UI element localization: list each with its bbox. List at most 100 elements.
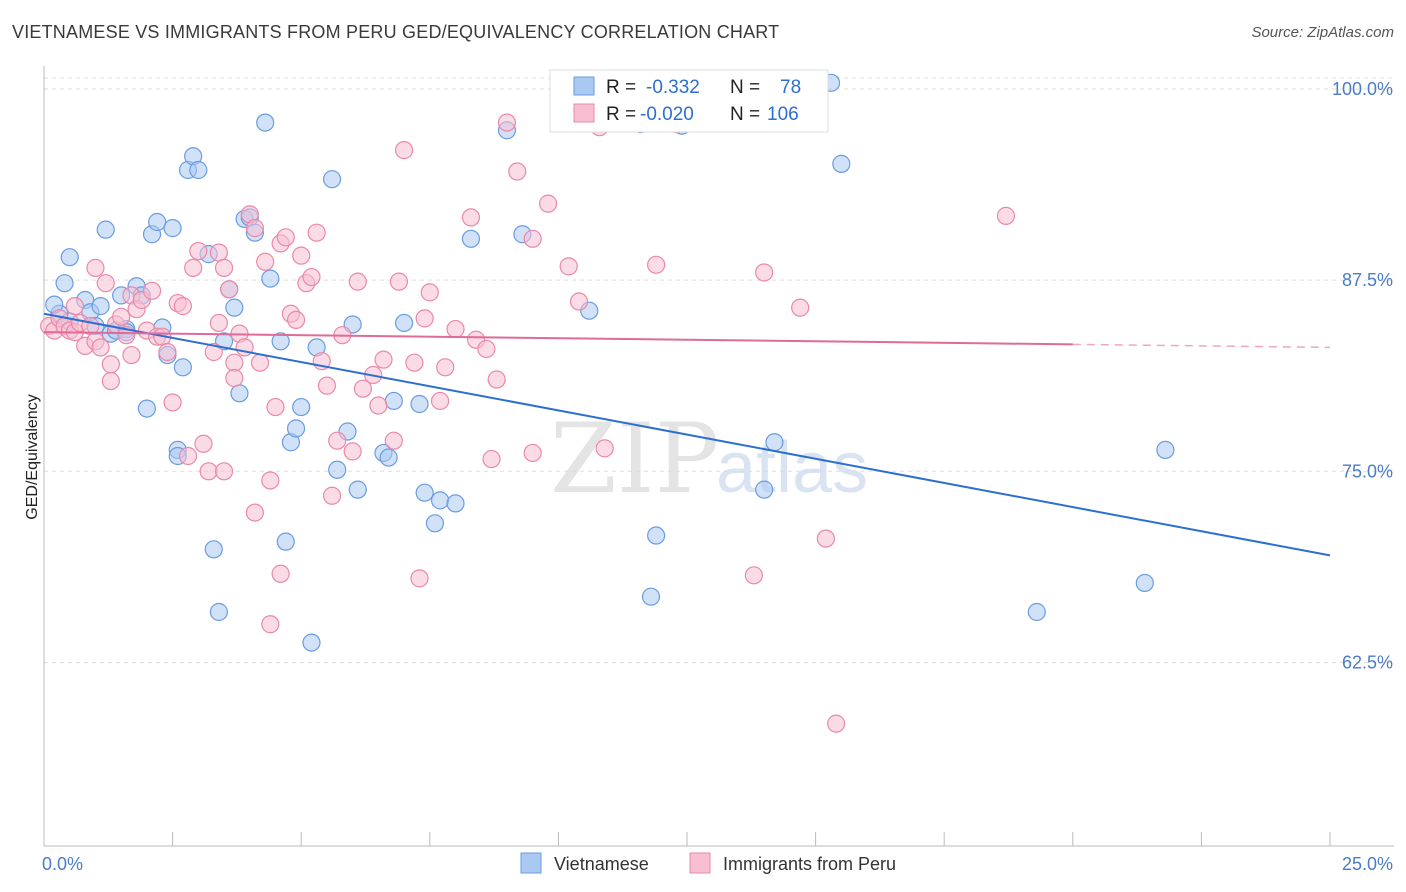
y-tick-labels: 100.0% 87.5% 75.0% 62.5%	[1332, 79, 1393, 673]
data-point	[343, 442, 362, 461]
data-point	[641, 587, 661, 606]
watermark: ZIP atlas	[550, 403, 868, 515]
data-point	[816, 529, 835, 548]
data-point	[276, 532, 295, 551]
data-point	[91, 297, 110, 316]
data-point	[791, 298, 810, 317]
data-point	[214, 258, 234, 277]
legend-n-label-1: N =	[730, 104, 760, 125]
data-point	[189, 160, 208, 180]
data-point	[271, 564, 290, 583]
data-point	[755, 263, 774, 282]
data-point	[189, 241, 208, 261]
data-point	[317, 376, 337, 395]
data-point	[461, 229, 481, 248]
data-point	[101, 371, 120, 391]
data-point	[91, 338, 110, 357]
data-point	[101, 355, 120, 374]
data-point	[322, 486, 342, 505]
legend-top: R = -0.332 N = 78 R = -0.020 N = 106	[549, 69, 829, 133]
data-point	[348, 272, 367, 291]
legend-swatch-peru	[573, 103, 595, 123]
data-point	[497, 113, 517, 132]
data-point	[559, 257, 578, 276]
data-point	[389, 272, 409, 291]
data-point	[209, 243, 228, 262]
data-point	[209, 602, 228, 622]
data-point	[369, 396, 388, 415]
data-point	[112, 307, 131, 326]
source-label: Source: ZipAtlas.com	[1251, 24, 1394, 41]
data-point	[415, 483, 434, 502]
data-point	[446, 319, 465, 339]
y-axis-label: GED/Equivalency	[24, 394, 41, 519]
data-point	[137, 399, 156, 418]
data-point	[256, 113, 275, 132]
watermark-atlas: atlas	[716, 428, 868, 508]
data-point	[595, 439, 614, 458]
axes	[43, 66, 1394, 847]
data-point	[430, 491, 450, 510]
data-point	[487, 370, 506, 389]
legend-bottom-swatch-vietnamese	[520, 852, 542, 874]
trend-line-extension-1	[1072, 343, 1331, 349]
data-point	[755, 480, 774, 499]
data-point	[353, 379, 373, 398]
data-point	[173, 358, 192, 377]
data-point	[245, 503, 265, 522]
watermark-zip: ZIP	[550, 403, 719, 515]
legend-r-label-1: R =	[606, 104, 636, 125]
data-point	[410, 394, 429, 414]
data-point	[996, 206, 1016, 225]
data-point	[482, 449, 501, 469]
legend-n-value-0: 78	[780, 77, 801, 98]
legend-r-value-0: -0.332	[646, 77, 700, 98]
legend-swatch-vietnamese	[573, 76, 595, 96]
data-point	[1027, 602, 1046, 622]
data-point	[446, 494, 465, 513]
trend-line-1	[43, 331, 1073, 346]
data-point	[523, 443, 542, 463]
series-immigrants-from-peru	[40, 113, 1016, 733]
data-point	[328, 460, 347, 479]
x-tick-labels: 0.0% 25.0%	[42, 854, 1393, 874]
data-point	[302, 267, 321, 287]
legend-n-label-0: N =	[730, 77, 760, 98]
data-point	[307, 223, 326, 242]
trend-line-0	[43, 312, 1331, 557]
data-point	[425, 514, 445, 533]
y-tick-label: 62.5%	[1342, 652, 1393, 672]
data-point	[199, 462, 218, 481]
data-point	[430, 391, 450, 411]
data-point	[96, 220, 115, 239]
data-point	[55, 274, 74, 293]
data-point	[832, 154, 851, 173]
data-point	[225, 298, 244, 317]
chart-title: VIETNAMESE VS IMMIGRANTS FROM PERU GED/E…	[12, 22, 780, 42]
data-point	[379, 448, 398, 467]
data-point	[827, 714, 846, 733]
data-point	[96, 274, 115, 293]
legend-bottom-label-vietnamese: Vietnamese	[554, 854, 649, 874]
data-point	[86, 258, 105, 277]
data-point	[1135, 573, 1154, 593]
data-point	[292, 397, 311, 417]
data-point	[158, 342, 177, 362]
legend-r-value-1: -0.020	[640, 104, 694, 125]
data-point	[1156, 440, 1175, 459]
data-point	[384, 391, 403, 411]
data-point	[122, 345, 141, 365]
data-point	[302, 633, 321, 652]
data-point	[276, 228, 295, 247]
data-point	[405, 353, 424, 372]
y-tick-label: 100.0%	[1332, 79, 1393, 99]
legend-r-label-0: R =	[606, 77, 636, 98]
data-point	[230, 384, 249, 403]
data-point	[286, 310, 306, 329]
data-point	[744, 566, 763, 585]
data-point	[394, 313, 414, 333]
data-point	[436, 358, 455, 377]
data-point	[261, 615, 280, 634]
data-point	[204, 342, 223, 362]
x-tick-label: 0.0%	[42, 854, 83, 874]
